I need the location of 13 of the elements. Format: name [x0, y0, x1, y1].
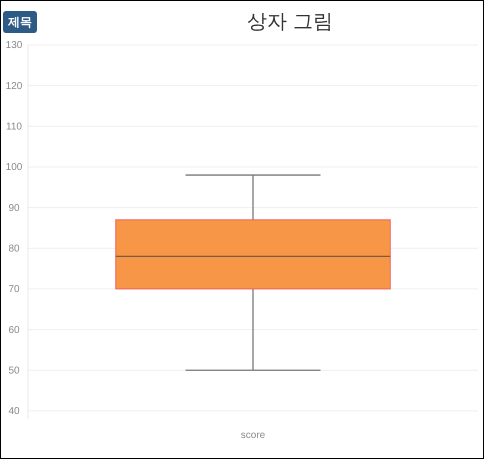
y-tick-label: 50 [8, 365, 20, 376]
y-tick-label: 90 [8, 202, 20, 214]
y-tick-label: 40 [8, 406, 20, 418]
y-tick-label: 80 [8, 243, 20, 254]
y-tick-label: 130 [6, 40, 23, 52]
y-tick-label: 100 [6, 162, 23, 174]
chart-title: 상자 그림 [246, 9, 334, 33]
text: 제목 [7, 15, 32, 29]
y-tick-label: 120 [6, 80, 23, 92]
y-tick-label: 60 [8, 324, 20, 336]
y-tick-label: 110 [6, 122, 22, 133]
x-tick-label: score [240, 430, 266, 442]
y-tick-label: 70 [8, 284, 20, 296]
